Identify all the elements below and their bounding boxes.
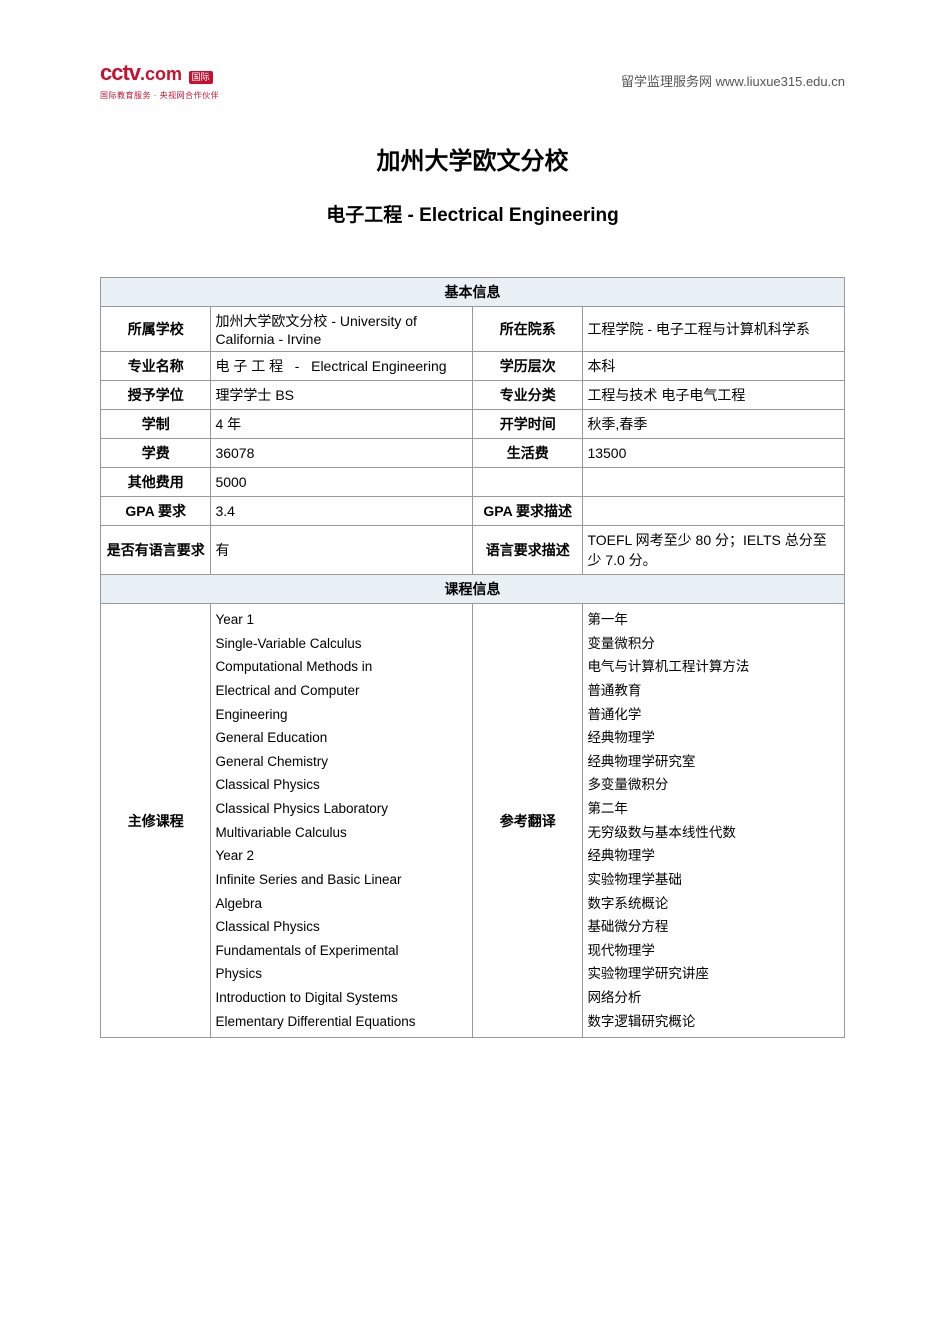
label-school: 所属学校 bbox=[101, 307, 211, 352]
logo-badge: 国际 bbox=[189, 71, 213, 84]
value-school: 加州大学欧文分校 - University of California - Ir… bbox=[211, 307, 473, 352]
value-degree: 理学学士 BS bbox=[211, 381, 473, 410]
course-en-line: Single-Variable Calculus bbox=[215, 632, 468, 656]
value-tuition: 36078 bbox=[211, 439, 473, 468]
courses-english: Year 1Single-Variable CalculusComputatio… bbox=[211, 604, 473, 1038]
label-degree: 授予学位 bbox=[101, 381, 211, 410]
value-other: 5000 bbox=[211, 468, 473, 497]
page-title: 加州大学欧文分校 bbox=[100, 141, 845, 176]
logo-subtitle: 国际教育服务 · 央视网合作伙伴 bbox=[100, 90, 219, 101]
course-en-line: Computational Methods in bbox=[215, 655, 468, 679]
label-duration: 学制 bbox=[101, 410, 211, 439]
label-main-course: 主修课程 bbox=[101, 604, 211, 1038]
course-en-line: Year 2 bbox=[215, 844, 468, 868]
label-gpa: GPA 要求 bbox=[101, 497, 211, 526]
label-lang-desc: 语言要求描述 bbox=[473, 526, 583, 575]
course-en-line: Classical Physics bbox=[215, 915, 468, 939]
course-cn-line: 经典物理学 bbox=[587, 844, 840, 868]
course-en-line: Year 1 bbox=[215, 608, 468, 632]
course-en-line: General Education bbox=[215, 726, 468, 750]
value-gpa: 3.4 bbox=[211, 497, 473, 526]
course-en-line: Infinite Series and Basic Linear bbox=[215, 868, 468, 892]
label-major: 专业名称 bbox=[101, 352, 211, 381]
value-category: 工程与技术 电子电气工程 bbox=[583, 381, 845, 410]
label-living: 生活费 bbox=[473, 439, 583, 468]
course-en-line: Algebra bbox=[215, 892, 468, 916]
value-gpa-desc bbox=[583, 497, 845, 526]
course-cn-line: 普通化学 bbox=[587, 703, 840, 727]
course-cn-line: 电气与计算机工程计算方法 bbox=[587, 655, 840, 679]
course-en-line: Electrical and Computer bbox=[215, 679, 468, 703]
course-cn-line: 普通教育 bbox=[587, 679, 840, 703]
course-cn-line: 数字系统概论 bbox=[587, 892, 840, 916]
course-en-line: Classical Physics bbox=[215, 773, 468, 797]
course-cn-line: 多变量微积分 bbox=[587, 773, 840, 797]
label-category: 专业分类 bbox=[473, 381, 583, 410]
course-cn-line: 现代物理学 bbox=[587, 939, 840, 963]
header-source: 留学监理服务网 www.liuxue315.edu.cn bbox=[621, 71, 845, 90]
course-cn-line: 经典物理学研究室 bbox=[587, 750, 840, 774]
value-lang: 有 bbox=[211, 526, 473, 575]
course-cn-line: 基础微分方程 bbox=[587, 915, 840, 939]
course-cn-line: 无穷级数与基本线性代数 bbox=[587, 821, 840, 845]
courses-chinese: 第一年变量微积分电气与计算机工程计算方法普通教育普通化学经典物理学经典物理学研究… bbox=[583, 604, 845, 1038]
value-lang-desc: TOEFL 网考至少 80 分；IELTS 总分至少 7.0 分。 bbox=[583, 526, 845, 575]
label-department: 所在院系 bbox=[473, 307, 583, 352]
section-course-header: 课程信息 bbox=[101, 575, 845, 604]
course-en-line: General Chemistry bbox=[215, 750, 468, 774]
course-en-line: Multivariable Calculus bbox=[215, 821, 468, 845]
course-cn-line: 数字逻辑研究概论 bbox=[587, 1010, 840, 1034]
course-en-line: Engineering bbox=[215, 703, 468, 727]
section-basic-header: 基本信息 bbox=[101, 278, 845, 307]
label-other: 其他费用 bbox=[101, 468, 211, 497]
logo-com: .com bbox=[140, 64, 182, 84]
value-empty1 bbox=[583, 468, 845, 497]
course-cn-line: 第一年 bbox=[587, 608, 840, 632]
course-en-line: Introduction to Digital Systems bbox=[215, 986, 468, 1010]
course-en-line: Fundamentals of Experimental bbox=[215, 939, 468, 963]
logo: cctv.com 国际 国际教育服务 · 央视网合作伙伴 bbox=[100, 60, 219, 101]
course-cn-line: 实验物理学研究讲座 bbox=[587, 962, 840, 986]
label-empty1 bbox=[473, 468, 583, 497]
value-duration: 4 年 bbox=[211, 410, 473, 439]
info-table: 基本信息 所属学校 加州大学欧文分校 - University of Calif… bbox=[100, 277, 845, 1038]
value-living: 13500 bbox=[583, 439, 845, 468]
course-cn-line: 经典物理学 bbox=[587, 726, 840, 750]
course-en-line: Classical Physics Laboratory bbox=[215, 797, 468, 821]
label-degree-level: 学历层次 bbox=[473, 352, 583, 381]
page-subtitle: 电子工程 - Electrical Engineering bbox=[100, 200, 845, 227]
label-start: 开学时间 bbox=[473, 410, 583, 439]
course-en-line: Physics bbox=[215, 962, 468, 986]
course-cn-line: 第二年 bbox=[587, 797, 840, 821]
course-cn-line: 实验物理学基础 bbox=[587, 868, 840, 892]
page-header: cctv.com 国际 国际教育服务 · 央视网合作伙伴 留学监理服务网 www… bbox=[100, 60, 845, 101]
value-major: 电 子 工 程 - Electrical Engineering bbox=[211, 352, 473, 381]
label-lang: 是否有语言要求 bbox=[101, 526, 211, 575]
value-degree-level: 本科 bbox=[583, 352, 845, 381]
label-tuition: 学费 bbox=[101, 439, 211, 468]
value-department: 工程学院 - 电子工程与计算机科学系 bbox=[583, 307, 845, 352]
label-gpa-desc: GPA 要求描述 bbox=[473, 497, 583, 526]
logo-text: cctv bbox=[100, 60, 140, 85]
label-translation: 参考翻译 bbox=[473, 604, 583, 1038]
course-cn-line: 网络分析 bbox=[587, 986, 840, 1010]
course-en-line: Elementary Differential Equations bbox=[215, 1010, 468, 1034]
course-cn-line: 变量微积分 bbox=[587, 632, 840, 656]
value-start: 秋季,春季 bbox=[583, 410, 845, 439]
